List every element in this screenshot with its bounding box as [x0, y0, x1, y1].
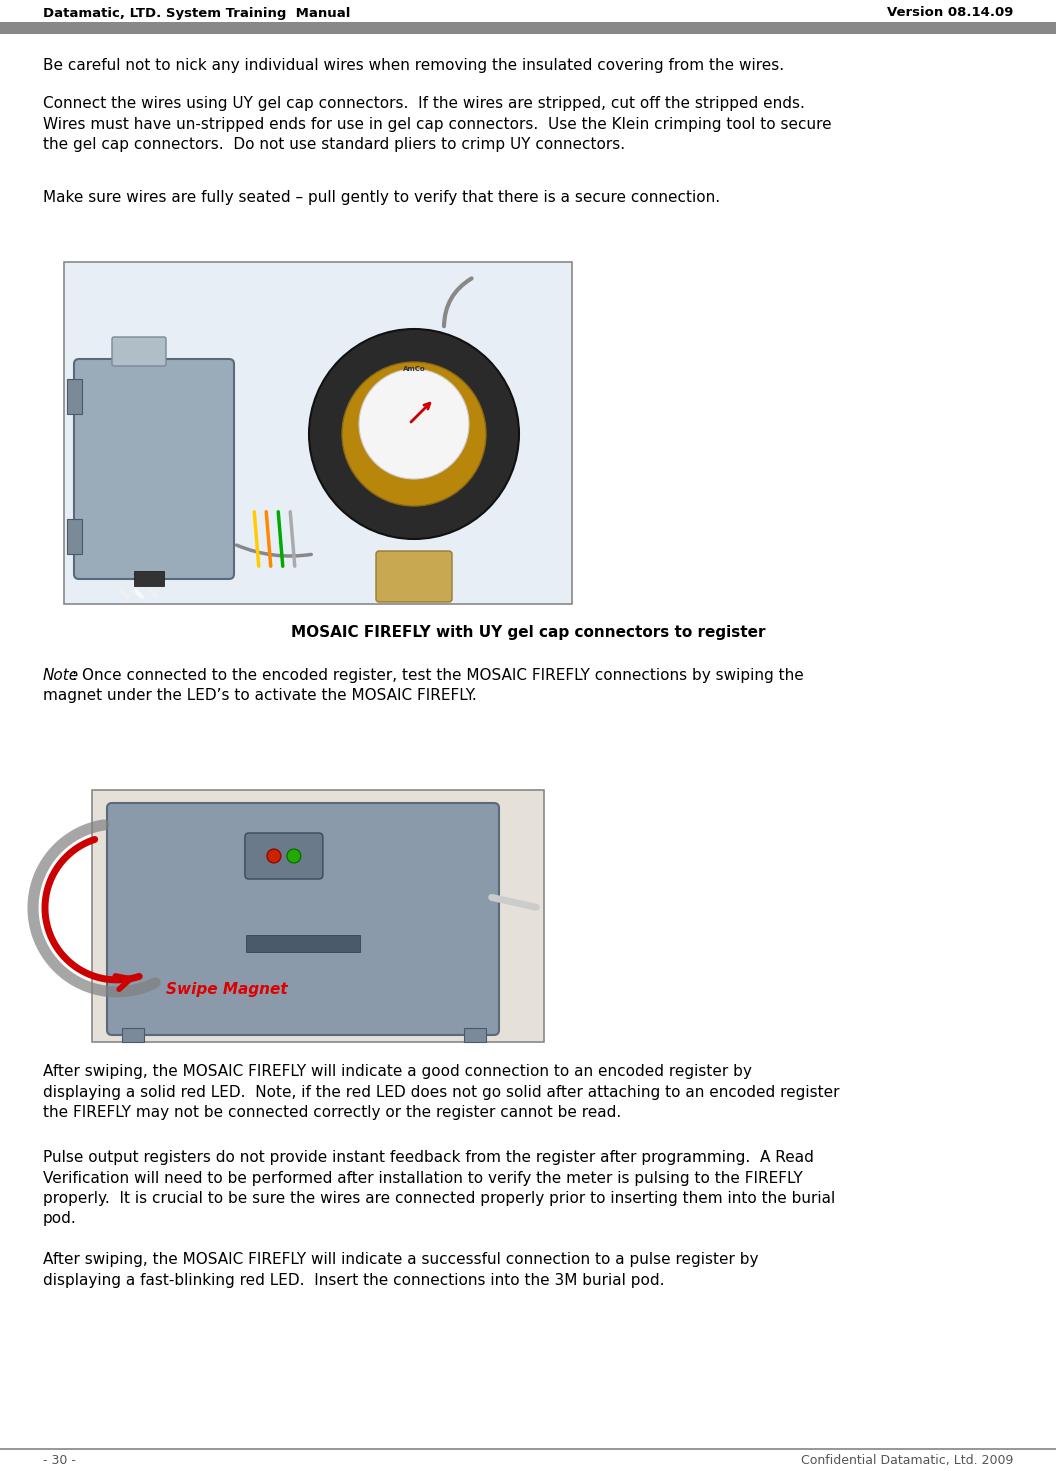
Bar	[134, 571, 164, 585]
Text: - 30 -: - 30 -	[43, 1453, 76, 1467]
Circle shape	[287, 849, 301, 863]
Text: After swiping, the MOSAIC FIREFLY will indicate a good connection to an encoded : After swiping, the MOSAIC FIREFLY will i…	[43, 1064, 752, 1080]
Bar	[246, 934, 360, 952]
Text: After swiping, the MOSAIC FIREFLY will indicate a successful connection to a pul: After swiping, the MOSAIC FIREFLY will i…	[43, 1252, 758, 1267]
FancyBboxPatch shape	[112, 337, 166, 366]
Text: the FIREFLY may not be connected correctly or the register cannot be read.: the FIREFLY may not be connected correct…	[43, 1105, 621, 1119]
Text: Note: Note	[43, 668, 79, 683]
FancyArrowPatch shape	[237, 546, 312, 556]
FancyBboxPatch shape	[376, 552, 452, 602]
Circle shape	[267, 849, 281, 863]
Bar	[67, 380, 82, 413]
Bar	[0, 22, 1056, 34]
Text: Verification will need to be performed after installation to verify the meter is: Verification will need to be performed a…	[43, 1171, 803, 1186]
Circle shape	[342, 362, 486, 506]
Text: Swipe Magnet: Swipe Magnet	[166, 983, 287, 997]
Text: Version 08.14.09: Version 08.14.09	[887, 6, 1013, 19]
Text: Confidential Datamatic, Ltd. 2009: Confidential Datamatic, Ltd. 2009	[800, 1453, 1013, 1467]
FancyArrowPatch shape	[136, 591, 143, 597]
FancyArrowPatch shape	[278, 512, 283, 566]
Text: the gel cap connectors.  Do not use standard pliers to crimp UY connectors.: the gel cap connectors. Do not use stand…	[43, 137, 625, 152]
Text: Datamatic, LTD. System Training  Manual: Datamatic, LTD. System Training Manual	[43, 6, 351, 19]
Text: Make sure wires are fully seated – pull gently to verify that there is a secure : Make sure wires are fully seated – pull …	[43, 191, 720, 206]
Text: displaying a solid red LED.  Note, if the red LED does not go solid after attach: displaying a solid red LED. Note, if the…	[43, 1084, 840, 1099]
Bar	[122, 1028, 144, 1041]
Text: displaying a fast-blinking red LED.  Insert the connections into the 3M burial p: displaying a fast-blinking red LED. Inse…	[43, 1272, 664, 1287]
FancyBboxPatch shape	[245, 833, 323, 880]
Text: Be careful not to nick any individual wires when removing the insulated covering: Be careful not to nick any individual wi…	[43, 57, 785, 74]
FancyArrowPatch shape	[492, 897, 536, 908]
Text: properly.  It is crucial to be sure the wires are connected properly prior to in: properly. It is crucial to be sure the w…	[43, 1192, 835, 1206]
Text: : Once connected to the encoded register, test the MOSAIC FIREFLY connections by: : Once connected to the encoded register…	[73, 668, 805, 683]
FancyArrowPatch shape	[266, 512, 270, 566]
FancyBboxPatch shape	[74, 359, 234, 580]
Text: Connect the wires using UY gel cap connectors.  If the wires are stripped, cut o: Connect the wires using UY gel cap conne…	[43, 96, 805, 110]
FancyArrowPatch shape	[254, 512, 259, 566]
Text: Wires must have un-stripped ends for use in gel cap connectors.  Use the Klein c: Wires must have un-stripped ends for use…	[43, 116, 832, 131]
FancyArrowPatch shape	[444, 278, 472, 327]
Text: Pulse output registers do not provide instant feedback from the register after p: Pulse output registers do not provide in…	[43, 1150, 814, 1165]
Text: AmCo: AmCo	[402, 366, 426, 372]
FancyArrowPatch shape	[290, 512, 295, 566]
FancyArrowPatch shape	[121, 591, 127, 597]
Bar	[67, 519, 82, 555]
Circle shape	[309, 330, 518, 538]
Text: pod.: pod.	[43, 1212, 77, 1227]
Bar	[64, 262, 572, 605]
FancyBboxPatch shape	[107, 803, 499, 1036]
FancyArrowPatch shape	[151, 591, 157, 597]
Text: MOSAIC FIREFLY with UY gel cap connectors to register: MOSAIC FIREFLY with UY gel cap connector…	[290, 625, 766, 640]
Circle shape	[359, 369, 469, 480]
Bar	[464, 1028, 486, 1041]
Text: magnet under the LED’s to activate the MOSAIC FIREFLY.: magnet under the LED’s to activate the M…	[43, 688, 476, 703]
Bar	[92, 790, 544, 1041]
